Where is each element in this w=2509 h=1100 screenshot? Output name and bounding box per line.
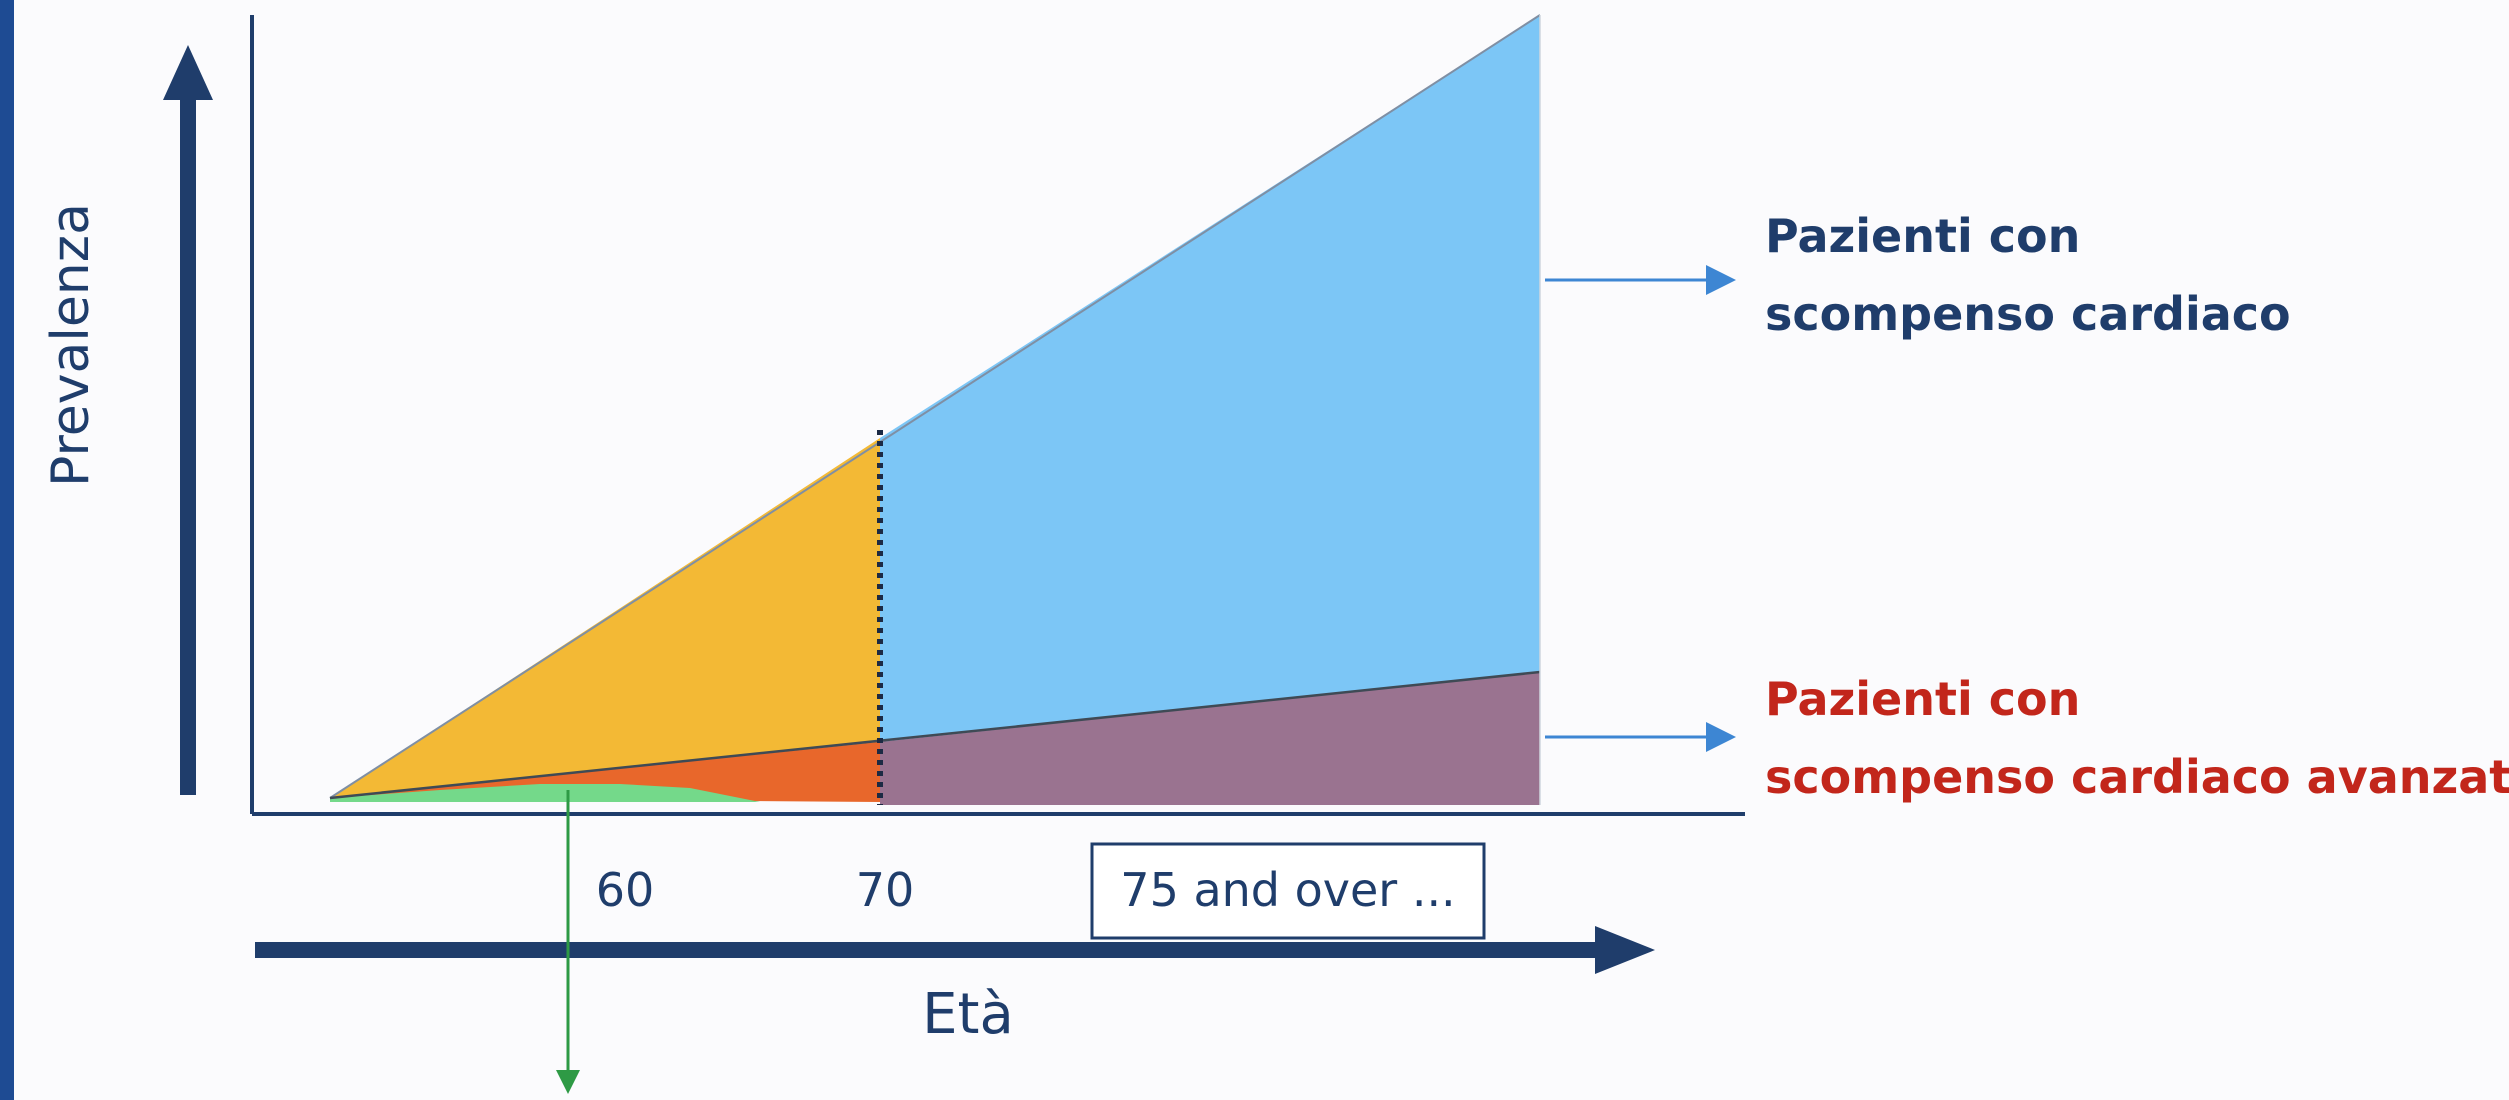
left-accent-bar bbox=[0, 0, 14, 1100]
early-stage-area bbox=[330, 784, 760, 802]
heart-failure-label-line-2: scompenso cardiaco bbox=[1765, 287, 2291, 341]
heart-failure-boundary-line bbox=[329, 14, 1541, 799]
advanced-heart-failure-label-line-1: Pazienti con bbox=[1765, 672, 2080, 726]
y-axis-label: Prevalenza bbox=[41, 203, 101, 487]
x-axis-label: Età bbox=[922, 982, 1014, 1047]
age-75-box-label: 75 and over ... bbox=[1120, 863, 1455, 917]
tick-label-60: 60 bbox=[596, 863, 655, 917]
age-75-box bbox=[1090, 842, 1486, 940]
tick-label-70: 70 bbox=[856, 863, 915, 917]
y-axis-arrow-head bbox=[163, 45, 213, 100]
advanced-heart-failure-70-plus-area bbox=[880, 672, 1540, 805]
heart-failure-70-plus-area bbox=[880, 15, 1540, 805]
advanced-heart-failure-label-line-2: scompenso cardiaco avanzato bbox=[1765, 750, 2509, 804]
advanced-boundary-line bbox=[329, 670, 1541, 800]
advanced-heart-failure-under-70-area bbox=[330, 742, 880, 802]
heart-failure-label-line-1: Pazienti con bbox=[1765, 209, 2080, 263]
x-axis-arrow-head bbox=[1595, 926, 1655, 974]
